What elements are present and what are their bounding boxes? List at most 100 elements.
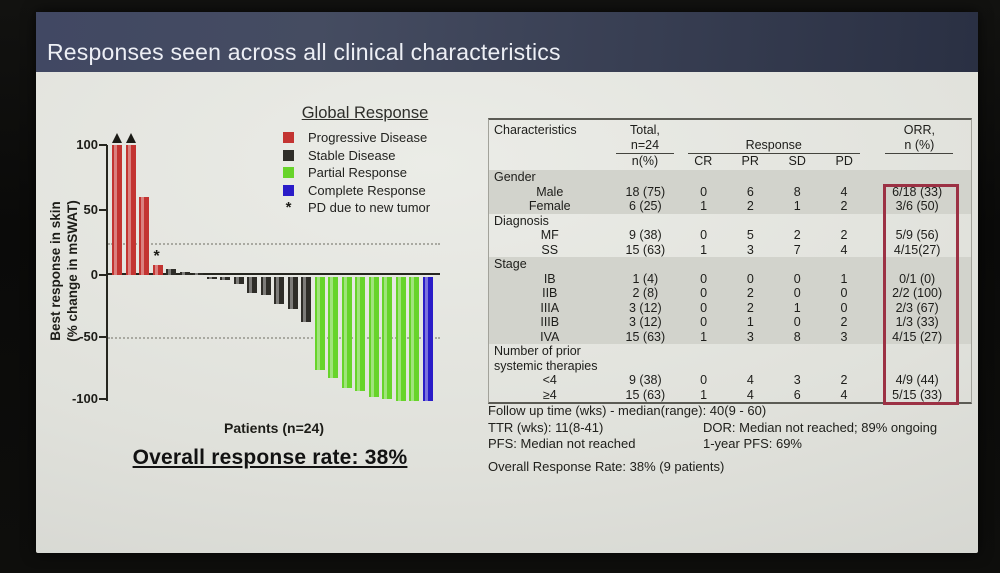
legend-swatch-icon [283,149,294,161]
table-cell: 2 [840,315,848,329]
table-cell: 5/15 (33) [892,387,943,402]
waterfall-bar [382,276,392,400]
table-cell: 2 [746,300,754,315]
overall-response-caption: Overall response rate: 38% [132,446,408,469]
waterfall-bar [422,276,433,401]
table-header: Characteristics Total, n=24 n(%) Respons… [489,120,971,170]
bar-highlight-streak [397,276,401,401]
table-cell: Female [528,199,571,213]
y-tick-label: 0 [90,267,98,282]
table-row: IB 1 (4) 0 0 0 1 0/1 (0) [489,271,971,286]
table-cell: IIB [542,286,558,300]
y-tick-label: -50 [79,329,98,344]
x-axis-zero-line [108,273,440,275]
legend-item: Stable Disease [258,147,472,165]
waterfall-bar [314,276,325,370]
table-body: Gender Male 18 (75) 0 6 8 4 6/18 (33) Female 6 (2… [489,170,971,402]
table-cell: 15 (63) [625,387,666,402]
table-cell: IVA [540,329,560,344]
waterfall-bar [341,276,352,389]
table-cell: 8 [793,329,801,344]
table-cell: 1 [700,329,708,344]
waterfall-bar [274,276,284,304]
table-section-row: Stage [489,257,971,272]
table-cell: SS [541,242,559,257]
table-cell: 2 [793,228,801,242]
waterfall-bar [247,276,257,293]
table-cell: 0 [793,271,801,286]
bar-highlight-streak [370,276,374,397]
y-axis-tick [99,336,107,338]
slide-title-bar: Responses seen across all clinical chara… [36,12,978,72]
table-cell: 0 [840,286,848,300]
waterfall-bar [139,197,149,275]
table-cell: 4 [840,184,848,199]
orr-highlight-box [883,184,959,405]
table-cell: 3 [793,373,801,387]
section-label: Number of prior systemic therapies [494,344,598,373]
table-cell: 4 [746,387,754,402]
bar-highlight-streak [114,145,117,275]
waterfall-bar [260,276,271,296]
table-cell: 0 [700,300,708,315]
waterfall-bar [328,276,338,379]
legend-asterisk-icon: * [285,199,292,217]
section-label: Gender [494,170,536,184]
table-cell: 15 (63) [625,242,666,257]
legend-item: Progressive Disease [258,129,472,147]
table-row: SS 15 (63) 1 3 7 4 4/15(27) [489,243,971,258]
bar-highlight-streak [141,197,144,275]
waterfall-bar [355,276,365,391]
waterfall-bar [301,276,311,323]
table-section-row: Gender [489,170,971,185]
chart-legend: Global Response Progressive Disease Stabl… [258,104,472,217]
characteristics-table-wrap: Characteristics Total, n=24 n(%) Respons… [488,118,972,405]
reference-dotted-line [108,242,440,245]
table-cell: 6 [746,184,754,199]
y-axis-tick [99,209,107,211]
x-axis-label: Patients (n=24) [224,420,324,436]
reference-dotted-line [108,337,440,339]
bar-highlight-streak [195,273,198,275]
table-cell: 2/2 (100) [892,286,943,300]
waterfall-bar [220,276,230,280]
response-subcol-header: PD [835,154,853,168]
bar-highlight-streak [424,276,428,401]
response-subcol-header: SD [788,154,806,168]
legend-swatch-icon [283,184,294,196]
legend-title: Global Response [301,104,429,122]
table-cell: 4 [746,373,754,387]
bar-highlight-streak [343,276,347,389]
table-cell: ≥4 [542,387,557,402]
bar-highlight-streak [127,145,131,275]
table-cell: 9 (38) [629,228,662,242]
y-axis-line [106,145,108,401]
table-row: Male 18 (75) 0 6 8 4 6/18 (33) [489,184,971,199]
bar-highlight-streak [154,264,158,275]
table-cell: 0 [700,286,708,300]
legend-item-label: PD due to new tumor [308,200,431,216]
table-cell: 6/18 (33) [892,184,943,199]
bar-highlight-streak [208,276,212,279]
waterfall-bar [166,268,176,275]
col-header-response: Response CR PR SD PD [680,120,868,170]
table-cell: 0 [746,271,754,286]
table-cell: 2/3 (67) [895,300,939,315]
bar-highlight-streak [249,276,252,293]
table-cell: 0/1 (0) [899,271,936,286]
table-section-row: Diagnosis [489,214,971,229]
table-cell: 3 [746,242,754,257]
bar-highlight-streak [168,268,171,275]
table-cell: IB [543,271,556,286]
bar-highlight-streak [222,276,225,280]
table-cell: 7 [793,242,801,257]
waterfall-bar [409,276,419,401]
table-cell: 1 [700,242,708,257]
col-header-orr: ORR, n (%) [868,120,971,170]
footnote-orr-summary: Overall Response Rate: 38% (9 patients) [488,459,725,474]
legend-items: Progressive Disease Stable Disease Partial… [258,129,472,217]
footnote-ttr: TTR (wks): 11(8-41) [488,420,604,435]
bar-highlight-streak [411,276,414,401]
table-cell: 1 [793,300,801,315]
bar-highlight-streak [330,276,333,379]
